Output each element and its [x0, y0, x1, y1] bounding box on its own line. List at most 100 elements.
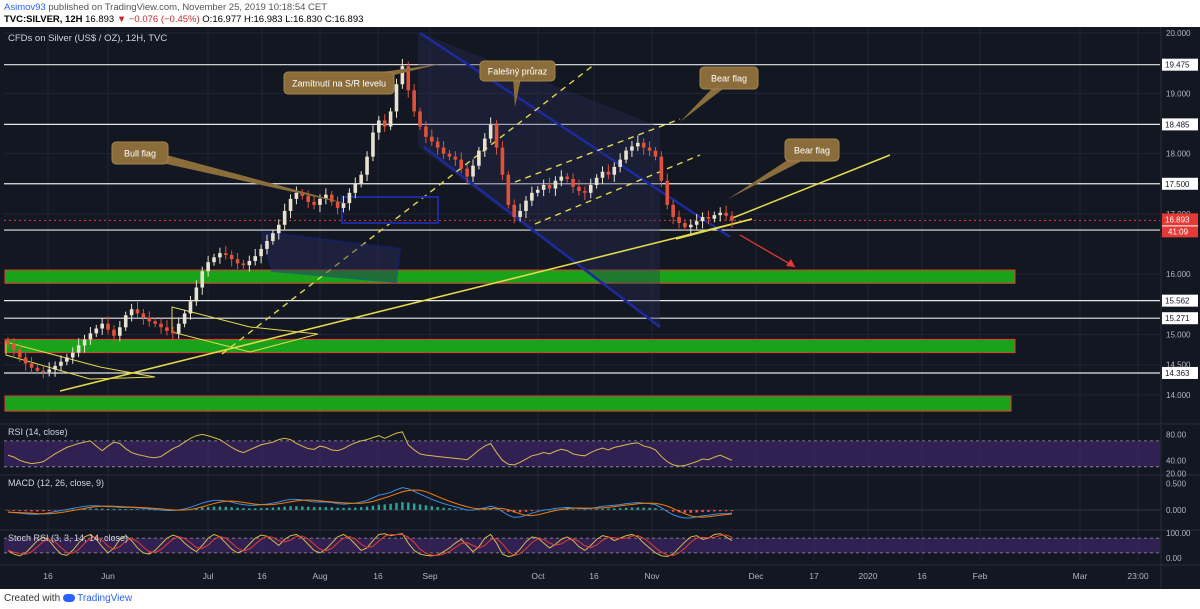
trend-drawings [5, 31, 891, 392]
macd-histogram-bar [354, 507, 357, 510]
candle-body [400, 66, 405, 85]
pane-tick-label: 0.000 [1166, 506, 1187, 515]
macd-histogram-bar [395, 502, 398, 510]
candle-body [700, 216, 705, 222]
time-tick-label: Nov [644, 571, 660, 581]
level-label: 15.562 [1165, 297, 1190, 306]
candle-body [500, 147, 505, 175]
candle-body [382, 120, 387, 127]
price-axis[interactable]: 20.00019.00018.00017.00016.00015.00014.5… [1160, 27, 1198, 589]
candle-body [683, 222, 687, 228]
tradingview-brand[interactable]: TradingView [77, 593, 133, 604]
candle-body [524, 200, 528, 211]
level-tag [1162, 177, 1198, 190]
macd-histogram-bar [24, 509, 27, 512]
macd-histogram-bar [248, 508, 251, 510]
symbol-info: TVC:SILVER, 12H 16.893 ▼ −0.076 (−0.45%)… [4, 14, 363, 25]
candle-body [335, 201, 340, 208]
time-tick-label: 16 [257, 571, 267, 581]
channel-shade [418, 32, 660, 327]
macd-histogram-bar [583, 509, 587, 511]
last-price: 16.893 [85, 14, 115, 25]
callout-text: Bull flag [124, 149, 156, 159]
macd-histogram-bar [283, 506, 286, 510]
macd-histogram-bar [530, 509, 534, 512]
zone-rect [4, 395, 1012, 412]
candle-body [612, 166, 617, 175]
candle-body [424, 126, 428, 137]
time-axis[interactable]: 16 Jun Jul 16 Aug 16 Sep Oct 16 Nov Dec 17 2020 16 Feb… [0, 564, 1200, 581]
candle-body [730, 215, 734, 221]
macd-histogram-bar [318, 507, 322, 510]
candle-body [53, 365, 57, 370]
macd-histogram-bar [230, 507, 233, 510]
candle-body [571, 178, 575, 187]
candle-body [718, 212, 723, 216]
callout-text: Bear flag [711, 74, 747, 84]
chart-title: CFDs on Silver (US$ / OZ), 12H, TVC [8, 33, 167, 44]
author-link[interactable]: Asimov93 [4, 2, 46, 13]
time-tick-label: 2020 [859, 571, 878, 581]
candle-body [306, 195, 310, 202]
candle-body [488, 124, 493, 139]
macd-histogram-bar [153, 509, 157, 511]
macd-histogram-bar [577, 509, 581, 511]
footer: Created with TradingView [0, 589, 1200, 609]
candle-body [430, 136, 434, 142]
chart-canvas[interactable]: Zamítnutí na S/R levelu Falešný průraz Bea… [0, 27, 1200, 589]
candle-body [441, 147, 446, 154]
candle-body [618, 159, 622, 167]
level-tag [1162, 118, 1198, 131]
dashed-channel-line-1 [221, 63, 596, 355]
macd-histogram-bar [6, 509, 10, 511]
candle-body [253, 256, 258, 261]
price-tick-label: 18.000 [1166, 150, 1191, 159]
candle-body [23, 357, 28, 364]
macd-histogram-bar [683, 509, 687, 513]
macd-histogram-bar [36, 509, 39, 512]
created-with-label: Created with [4, 593, 61, 604]
macd-histogram-bar [654, 508, 657, 510]
macd-histogram-bar [348, 507, 351, 510]
callout-pointer [138, 148, 352, 205]
flag-pattern-1 [5, 341, 156, 380]
macd-histogram-bar [336, 507, 339, 510]
macd-histogram-bar [501, 509, 504, 511]
callout-text: Zamítnutí na S/R levelu [292, 79, 386, 89]
candle-body [494, 124, 499, 148]
candle-body [288, 198, 293, 211]
candle-body [377, 120, 381, 133]
macd-histogram-bar [601, 508, 604, 510]
candle-body [176, 323, 181, 334]
time-tick-label: Feb [973, 571, 988, 581]
price-tick-label: 16.000 [1166, 270, 1191, 279]
macd-histogram-bar [613, 508, 616, 510]
macd-histogram-bar [483, 509, 486, 510]
macd-histogram-bar [618, 508, 622, 510]
macd-histogram-bar [660, 509, 663, 510]
macd-histogram-bar [124, 509, 127, 510]
time-tick-label: Oct [531, 571, 545, 581]
price-candles [6, 58, 734, 379]
target-arrow-head [786, 259, 795, 267]
macd-histogram-bar [624, 507, 628, 510]
time-tick-label: Jul [203, 571, 214, 581]
macd-histogram-bar [507, 509, 510, 512]
candle-body [559, 176, 564, 181]
current-price-label: 16.893 [1165, 215, 1190, 224]
level-tag [1162, 58, 1198, 71]
candle-body [347, 192, 352, 204]
time-tick-label: Aug [312, 571, 327, 581]
macd-histogram-bar [312, 507, 316, 510]
macd-histogram-bar [713, 509, 716, 512]
flag-pattern-2 [171, 306, 319, 353]
candle-body [29, 363, 34, 368]
pane-tick-label: 20.00 [1166, 469, 1187, 478]
macd-histogram-bar [448, 508, 451, 510]
countdown-label: 41:09 [1168, 227, 1189, 236]
candle-body [459, 159, 464, 169]
macd-histogram-bar [418, 504, 422, 510]
candle-body [259, 248, 263, 257]
publisher-header: Asimov93 published on TradingView.com, N… [0, 0, 1200, 27]
candle-body [588, 184, 593, 193]
